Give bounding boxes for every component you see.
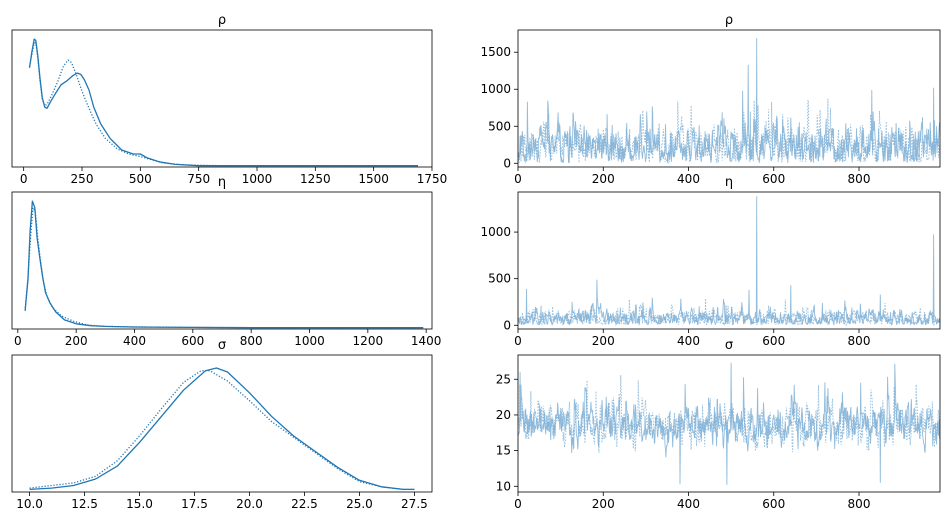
- x-tick-label: 25.0: [346, 497, 373, 511]
- y-tick-label: 15: [496, 444, 511, 458]
- panel-sigma-density: σ 10.0 12.5 15.0 17.5 20.0 22.5 25.0 27.5: [11, 338, 433, 511]
- x-tick-label: 22.5: [291, 497, 318, 511]
- panel-rho-density: ρ 0 250 500 750 1000 1250 1500 1750: [11, 13, 448, 186]
- x-tick-label: 800: [848, 334, 871, 348]
- panel-sigma-trace: σ 0 200 400 600 800 10 15 20 25: [496, 338, 941, 511]
- x-tick-label: 800: [240, 334, 263, 348]
- y-tick-label: 1500: [480, 45, 511, 59]
- x-tick-label: 200: [592, 172, 615, 186]
- x-tick-label: 400: [677, 334, 700, 348]
- panel-rho-trace: ρ 0 200 400 600 800 0 500 1000 1500: [480, 13, 941, 186]
- y-tick-label: 500: [488, 119, 511, 133]
- plot-area: [24, 200, 424, 329]
- plot-area: [29, 367, 415, 491]
- panel-title: ρ: [725, 13, 733, 28]
- trace-line-chain-1: [518, 98, 940, 164]
- trace-line-chain-1: [518, 298, 940, 327]
- panel-title: σ: [725, 338, 733, 353]
- density-line-chain-1: [29, 370, 415, 491]
- x-tick-label: 0: [514, 334, 522, 348]
- x-tick-label: 12.5: [71, 497, 98, 511]
- x-tick-label: 0: [514, 172, 522, 186]
- panel-title: ρ: [218, 13, 226, 28]
- density-line-chain-0: [28, 38, 418, 167]
- y-tick-label: 0: [503, 318, 511, 332]
- axes-frame: [11, 191, 433, 330]
- x-tick-label: 200: [65, 334, 88, 348]
- trace-line-chain-0: [518, 196, 940, 327]
- x-tick-label: 200: [592, 497, 615, 511]
- x-tick-label: 10.0: [16, 497, 43, 511]
- x-tick-label: 600: [762, 497, 785, 511]
- x-tick-label: 600: [181, 334, 204, 348]
- density-line-chain-1: [24, 207, 424, 329]
- axes-frame: [517, 29, 941, 168]
- x-tick-label: 750: [187, 172, 210, 186]
- panel-title: η: [218, 175, 226, 190]
- density-line-chain-0: [24, 200, 424, 329]
- trace-line-chain-1: [518, 375, 940, 453]
- x-tick-label: 800: [848, 172, 871, 186]
- y-tick-label: 20: [496, 408, 511, 422]
- x-tick-label: 500: [129, 172, 152, 186]
- x-tick-label: 200: [592, 334, 615, 348]
- x-tick-label: 800: [848, 497, 871, 511]
- density-line-chain-1: [28, 42, 418, 167]
- x-tick-label: 250: [71, 172, 94, 186]
- plot-area: [518, 196, 940, 327]
- x-tick-label: 600: [762, 172, 785, 186]
- x-tick-label: 0: [514, 497, 522, 511]
- plot-area: [518, 362, 940, 485]
- y-tick-label: 1000: [480, 82, 511, 96]
- plot-area: [28, 38, 418, 167]
- x-tick-label: 1250: [300, 172, 331, 186]
- plot-area: [518, 38, 940, 164]
- x-tick-label: 1750: [417, 172, 448, 186]
- x-tick-label: 1000: [242, 172, 273, 186]
- x-tick-label: 1500: [358, 172, 389, 186]
- axes-frame: [517, 191, 941, 330]
- panel-eta-density: η 0 200 400 600 800 1000 1200 1400: [11, 175, 442, 348]
- axes-frame: [11, 354, 433, 493]
- x-tick-label: 600: [762, 334, 785, 348]
- x-tick-label: 15.0: [126, 497, 153, 511]
- x-tick-label: 0: [20, 172, 28, 186]
- y-tick-label: 1000: [480, 225, 511, 239]
- y-tick-label: 0: [503, 156, 511, 170]
- panel-eta-trace: η 0 200 400 600 800 0 500 1000: [480, 175, 941, 348]
- x-tick-label: 0: [14, 334, 22, 348]
- density-line-chain-0: [29, 367, 415, 491]
- x-tick-label: 400: [123, 334, 146, 348]
- x-tick-label: 400: [677, 497, 700, 511]
- x-tick-label: 1200: [353, 334, 384, 348]
- y-tick-label: 25: [496, 372, 511, 386]
- panel-title: η: [725, 175, 733, 190]
- axes-frame: [11, 29, 433, 168]
- x-tick-label: 1400: [411, 334, 442, 348]
- x-tick-label: 1000: [294, 334, 325, 348]
- x-tick-label: 20.0: [236, 497, 263, 511]
- panel-title: σ: [218, 338, 226, 353]
- x-tick-label: 27.5: [401, 497, 428, 511]
- axes-frame: [517, 354, 941, 493]
- x-tick-label: 400: [677, 172, 700, 186]
- y-tick-label: 10: [496, 479, 511, 493]
- x-tick-label: 17.5: [181, 497, 208, 511]
- y-tick-label: 500: [488, 272, 511, 286]
